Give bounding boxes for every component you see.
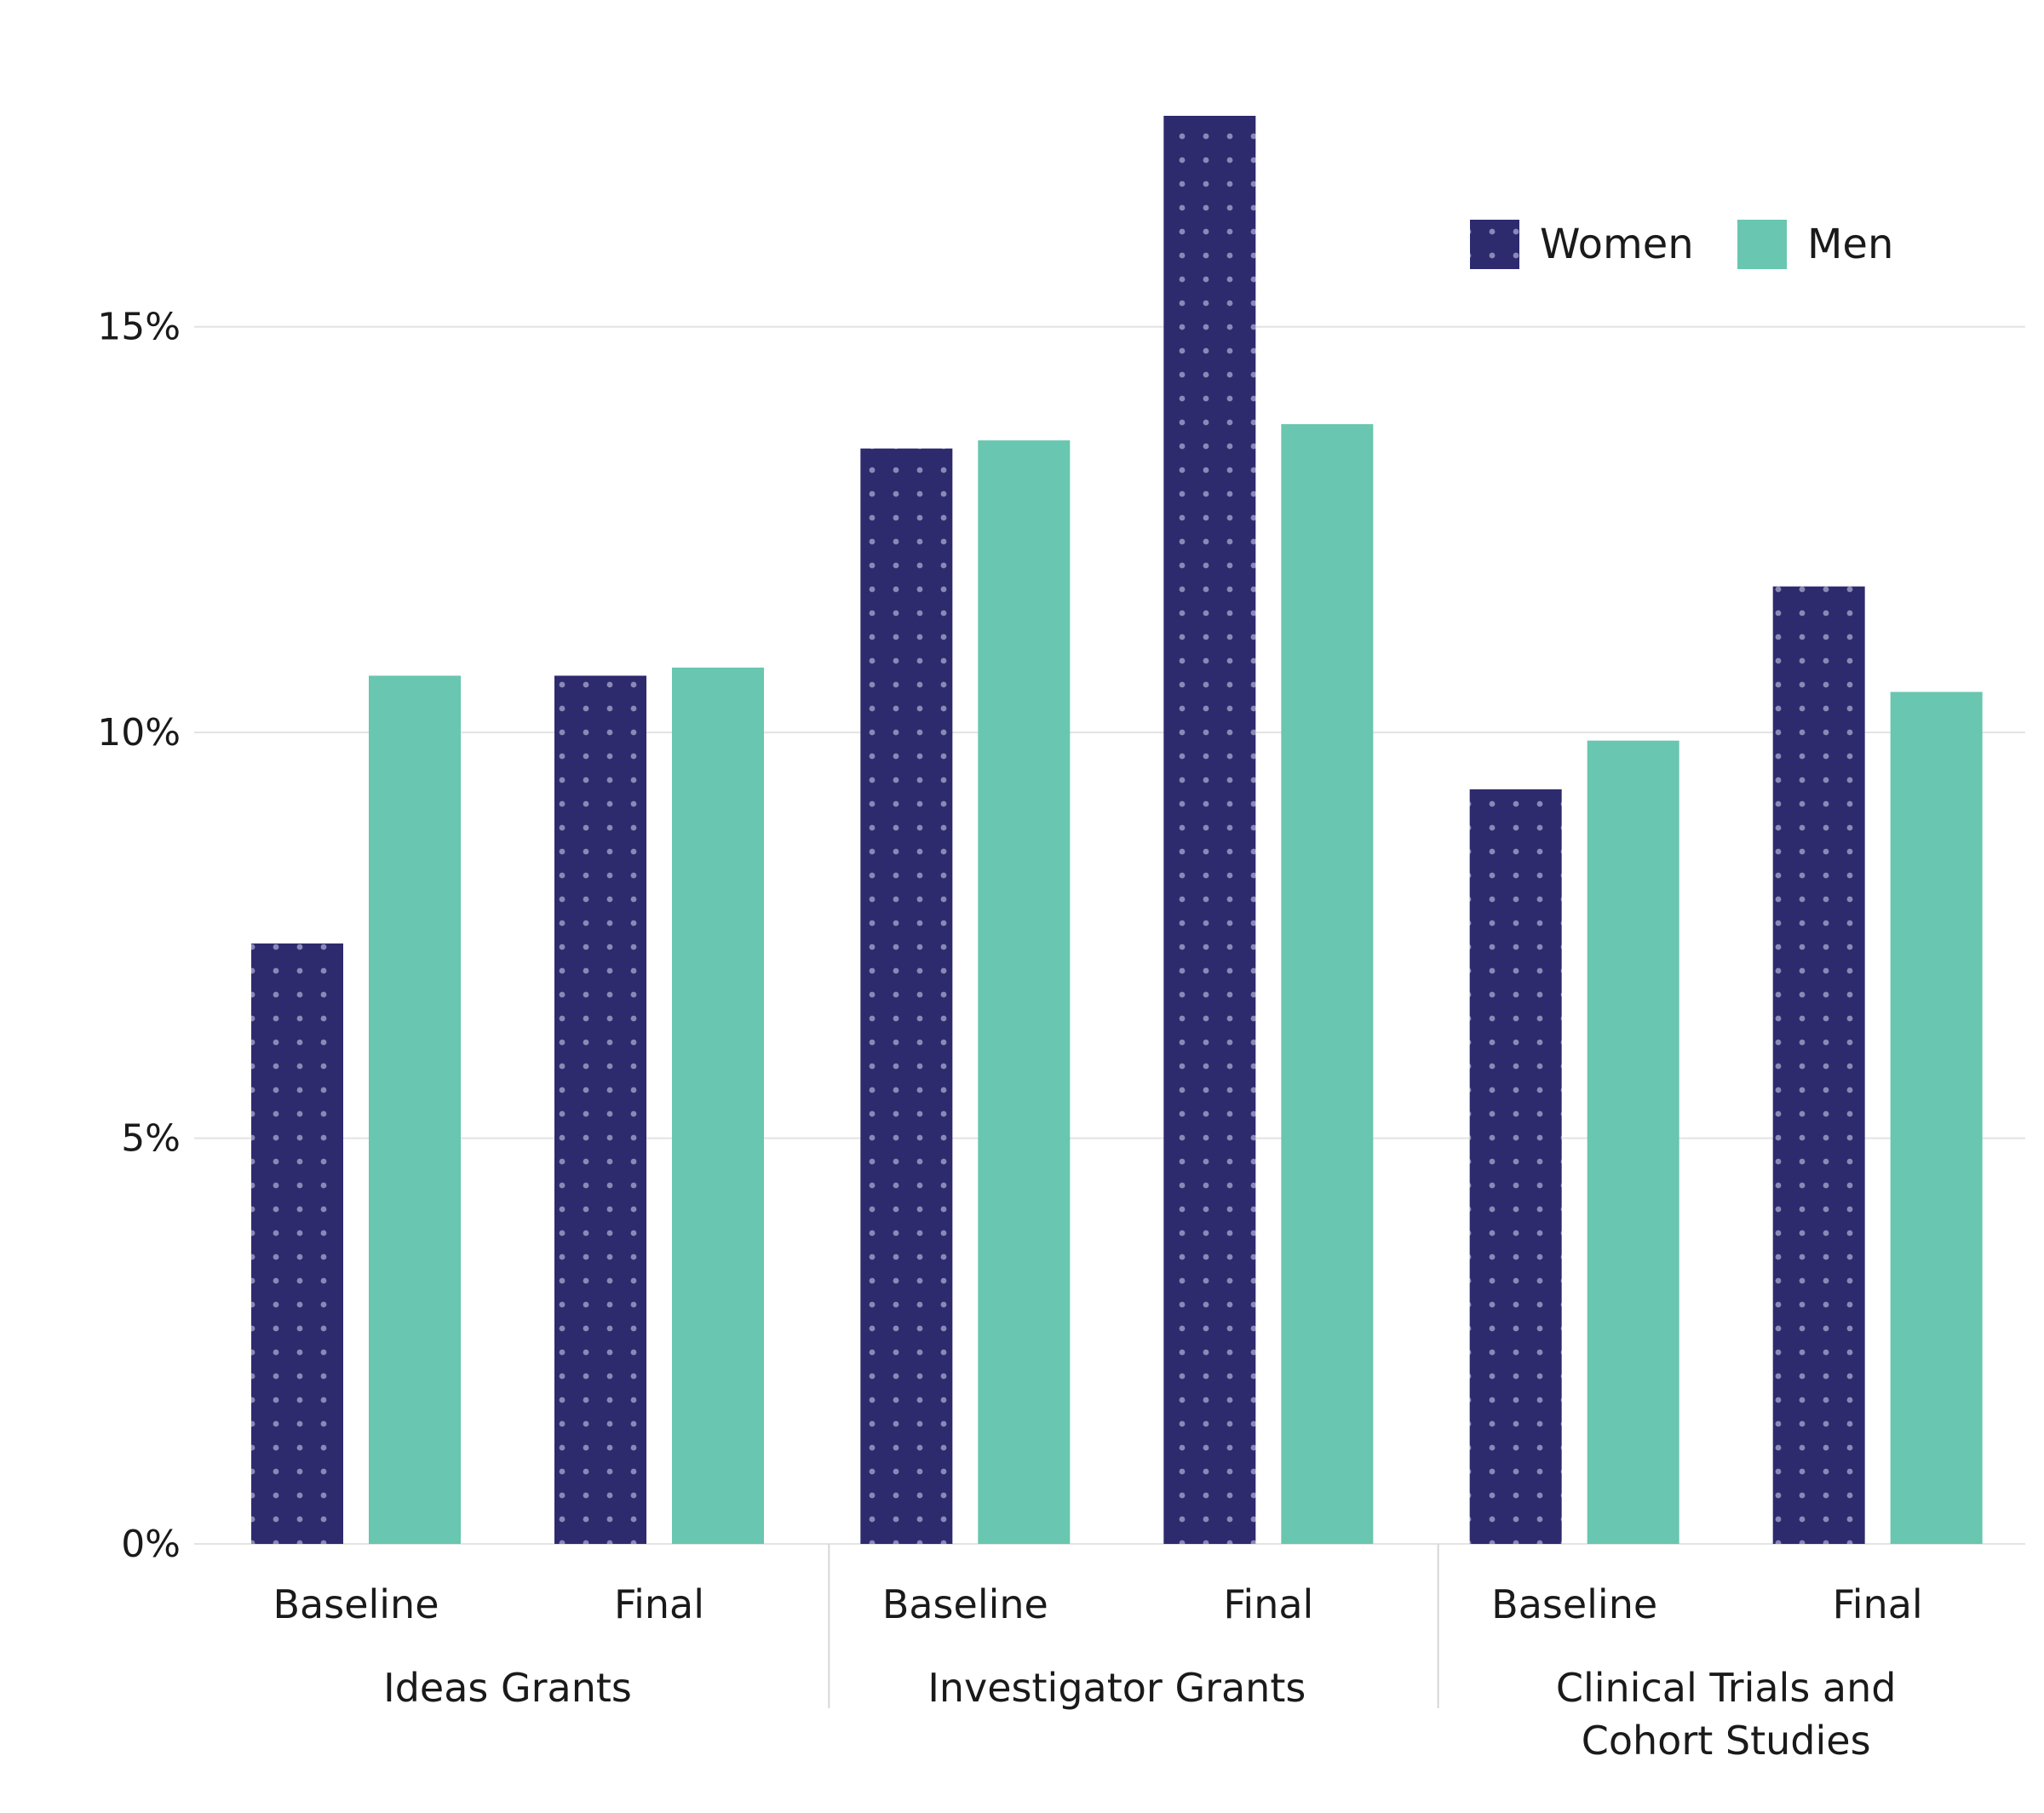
bar-women-4 [1163, 116, 1256, 1544]
legend-swatch-men [1737, 220, 1787, 269]
labels: 0% 5% 10% 15% Baseline Final Ideas Grants Basel… [97, 306, 1922, 1764]
gridlines [194, 325, 2025, 1545]
category-label: Baseline [1491, 1581, 1657, 1627]
legend: Women Men [1470, 220, 1893, 269]
y-tick-label: 10% [97, 711, 181, 754]
group-label: Clinical Trials and [1556, 1665, 1897, 1711]
x-axis [828, 1544, 1439, 1708]
bar-men-4 [1281, 424, 1374, 1544]
category-label: Baseline [273, 1581, 439, 1627]
bar-men-3 [978, 440, 1071, 1544]
bar-women-1 [251, 943, 343, 1544]
category-label: Final [1223, 1581, 1313, 1627]
bar-men-5 [1587, 740, 1679, 1544]
bar-women-2 [554, 675, 646, 1544]
bar-men-2 [672, 667, 764, 1544]
y-tick-label: 0% [121, 1523, 181, 1566]
bar-women-5 [1469, 789, 1562, 1544]
y-tick-label: 5% [121, 1117, 181, 1161]
group-label: Ideas Grants [383, 1665, 632, 1711]
legend-label-men: Men [1807, 221, 1893, 268]
bars [251, 116, 1983, 1544]
legend-label-women: Women [1540, 221, 1694, 268]
group-label: Cohort Studies [1582, 1718, 1871, 1764]
category-label: Final [1833, 1581, 1923, 1627]
category-label: Final [614, 1581, 704, 1627]
bar-women-6 [1772, 586, 1865, 1544]
y-tick-label: 15% [97, 306, 181, 349]
bar-men-6 [1890, 691, 1983, 1544]
bar-women-3 [860, 448, 953, 1544]
group-label: Investigator Grants [927, 1665, 1306, 1711]
legend-swatch-women [1470, 220, 1519, 269]
category-label: Baseline [882, 1581, 1048, 1627]
bar-men-1 [369, 675, 461, 1544]
